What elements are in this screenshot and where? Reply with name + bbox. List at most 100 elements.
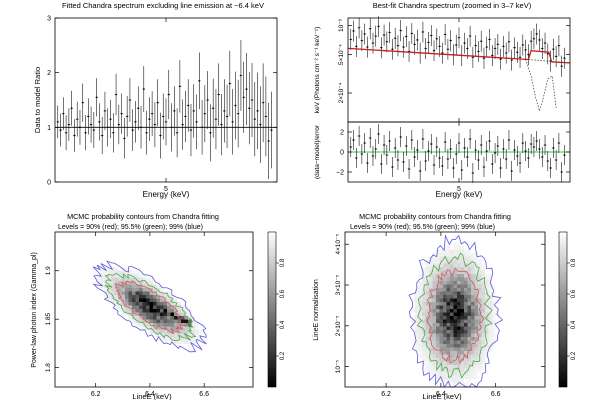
density-cell <box>139 323 143 327</box>
density-cell <box>135 284 139 288</box>
density-cell <box>478 274 482 278</box>
density-cell <box>121 288 125 292</box>
density-cell <box>432 344 436 348</box>
spectrum-point <box>522 44 524 46</box>
residual-point <box>477 159 480 161</box>
density-cell <box>492 291 496 295</box>
density-cell <box>425 340 429 344</box>
density-cell <box>436 340 440 344</box>
density-cell <box>425 316 429 320</box>
density-cell <box>439 263 443 267</box>
density-cell <box>453 333 457 337</box>
density-cell <box>446 330 450 334</box>
density-cell <box>422 274 426 278</box>
colorbar-tick-label: 0.8 <box>280 258 286 267</box>
spectrum-point <box>533 38 535 40</box>
density-cell <box>446 323 450 327</box>
density-cell <box>198 330 202 334</box>
density-cell <box>481 340 485 344</box>
density-cell <box>467 323 471 327</box>
density-cell <box>436 358 440 362</box>
density-cell <box>429 288 433 292</box>
ratio-point <box>123 137 126 140</box>
density-cell <box>415 295 419 299</box>
density-cell <box>492 298 496 302</box>
density-cell <box>481 347 485 351</box>
density-cell <box>467 337 471 341</box>
density-cell <box>450 337 454 341</box>
density-cell <box>181 337 185 341</box>
density-cell <box>425 288 429 292</box>
density-cell <box>492 305 496 309</box>
density-cell <box>146 319 150 323</box>
density-cell <box>450 330 454 334</box>
spectrum-point <box>366 46 369 48</box>
density-cell <box>149 295 153 299</box>
residual-point <box>499 167 502 169</box>
ratio-point <box>87 115 90 118</box>
spectrum-point <box>349 38 352 41</box>
density-cell <box>132 302 136 306</box>
residual-point <box>549 167 552 169</box>
density-cell <box>418 344 422 348</box>
density-cell <box>429 319 433 323</box>
residual-point <box>358 135 360 137</box>
density-cell <box>181 319 185 323</box>
density-cell <box>460 284 464 288</box>
density-cell <box>429 365 433 369</box>
density-cell <box>174 298 178 302</box>
density-cell <box>135 291 139 295</box>
density-cell <box>453 298 457 302</box>
density-cell <box>111 277 115 281</box>
density-cell <box>439 281 443 285</box>
density-cell <box>492 316 496 320</box>
density-cell <box>149 330 153 334</box>
residual-point <box>447 158 449 160</box>
ratio-panel: Fitted Chandra spectrum excluding line e… <box>33 1 278 199</box>
density-cell <box>450 365 454 369</box>
density-cell <box>443 361 447 365</box>
density-cell <box>464 361 468 365</box>
density-cell <box>453 319 457 323</box>
density-cell <box>418 333 422 337</box>
density-cell <box>474 298 478 302</box>
density-cell <box>453 361 457 365</box>
density-cell <box>436 298 440 302</box>
density-cell <box>464 333 468 337</box>
density-cell <box>121 312 125 316</box>
density-cell <box>439 249 443 253</box>
residual-point <box>563 154 566 156</box>
y-tick-label: 1 <box>47 125 51 132</box>
contour-gamma-frame <box>54 231 254 388</box>
density-cell <box>492 302 496 306</box>
density-cell <box>107 291 111 295</box>
contour-norm-frame <box>344 231 546 388</box>
density-cell <box>436 347 440 351</box>
density-cell <box>170 326 174 330</box>
residual-point <box>441 165 444 167</box>
density-cell <box>142 274 146 278</box>
density-cell <box>418 347 422 351</box>
density-cell <box>125 277 129 281</box>
density-cell <box>485 281 489 285</box>
density-cell <box>174 302 178 306</box>
density-cell <box>471 309 475 313</box>
density-cell <box>422 319 426 323</box>
density-cell <box>446 365 450 369</box>
density-cell <box>453 270 457 274</box>
density-cell <box>432 372 436 376</box>
density-cell <box>443 368 447 372</box>
density-cell <box>107 274 111 278</box>
density-cell <box>485 333 489 337</box>
density-cell <box>460 351 464 355</box>
density-cell <box>422 326 426 330</box>
density-cell <box>125 305 129 309</box>
density-cell <box>457 323 461 327</box>
density-cell <box>174 309 178 313</box>
density-cell <box>481 274 485 278</box>
density-cell <box>443 354 447 358</box>
density-cell <box>471 365 475 369</box>
y-tick-label: 5×10⁻⁴ <box>338 44 345 65</box>
density-cell <box>167 319 171 323</box>
